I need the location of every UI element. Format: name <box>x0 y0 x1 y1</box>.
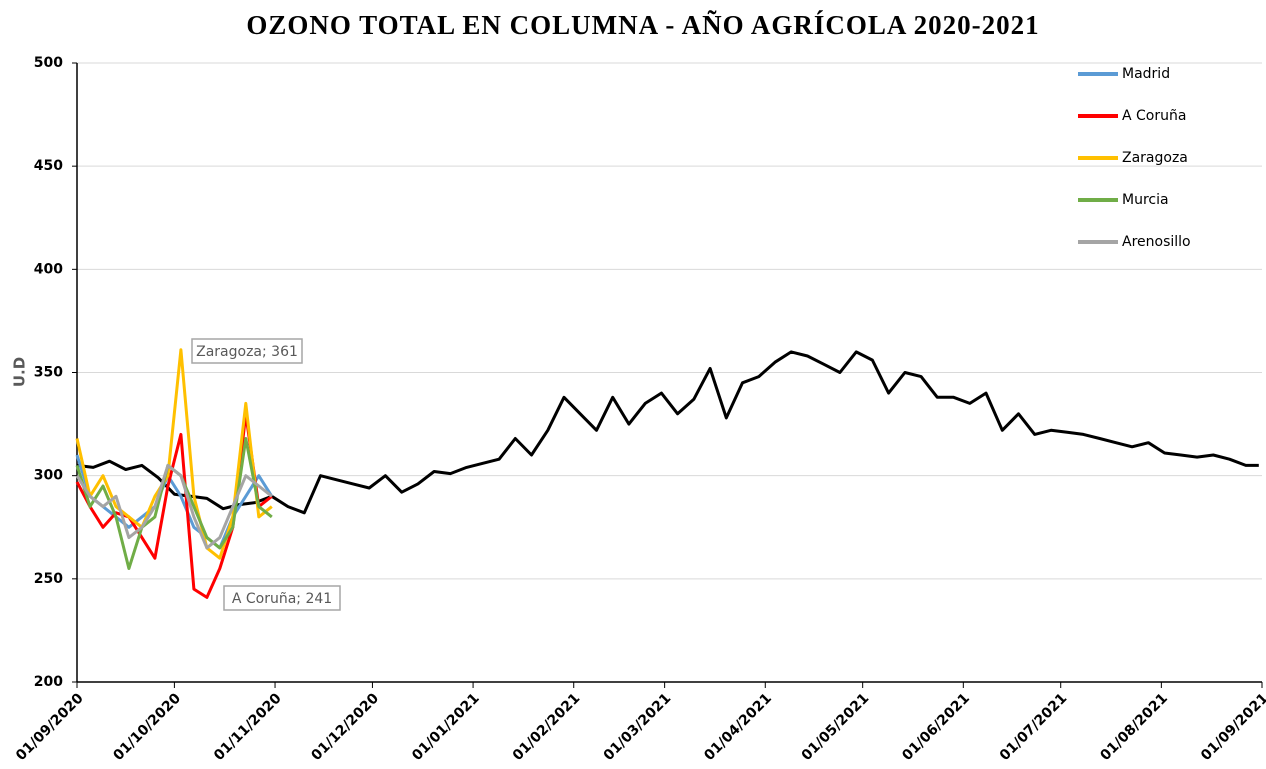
y-tick-label: 400 <box>34 261 63 277</box>
x-tick-label: 01/03/2021 <box>601 690 675 764</box>
annotation: A Coruña; 241 <box>232 591 332 607</box>
x-tick-label: 01/04/2021 <box>701 690 775 764</box>
data-line <box>75 348 273 560</box>
legend-label: Madrid <box>1122 66 1170 82</box>
legend-label: Murcia <box>1122 192 1169 208</box>
y-tick-label: 300 <box>34 468 63 484</box>
y-tick-label: 200 <box>34 674 63 690</box>
y-tick-label: 500 <box>34 55 63 71</box>
x-tick-label: 01/12/2020 <box>308 690 382 764</box>
data-line <box>75 463 273 550</box>
y-tick-label: 450 <box>34 158 63 174</box>
annotation-box <box>223 585 341 611</box>
x-tick-label: 01/11/2020 <box>211 690 285 764</box>
annotation-box <box>191 338 303 364</box>
data-line <box>75 454 274 550</box>
legend-label: A Coruña <box>1122 108 1186 124</box>
y-tick-label: 350 <box>34 365 63 381</box>
y-tick-label: 250 <box>34 571 63 587</box>
x-tick-label: 01/05/2021 <box>799 690 873 764</box>
annotation: Zaragoza; 361 <box>196 344 298 360</box>
x-tick-label: 01/08/2021 <box>1097 690 1171 764</box>
x-tick-label: 01/01/2021 <box>409 690 483 764</box>
legend-label: Zaragoza <box>1122 150 1188 166</box>
x-tick-label: 01/02/2021 <box>510 690 584 764</box>
x-tick-label: 01/10/2020 <box>110 690 184 764</box>
y-axis-label: U.D <box>11 357 29 387</box>
data-line <box>76 350 1259 515</box>
chart-title: OZONO TOTAL EN COLUMNA - AÑO AGRÍCOLA 20… <box>246 10 1039 40</box>
x-tick-label: 01/06/2021 <box>899 690 973 764</box>
x-tick-label: 01/09/2020 <box>13 690 87 764</box>
x-tick-label: 01/09/2021 <box>1198 690 1266 764</box>
legend-label: Arenosillo <box>1122 234 1191 250</box>
x-tick-label: 01/07/2021 <box>997 690 1071 764</box>
